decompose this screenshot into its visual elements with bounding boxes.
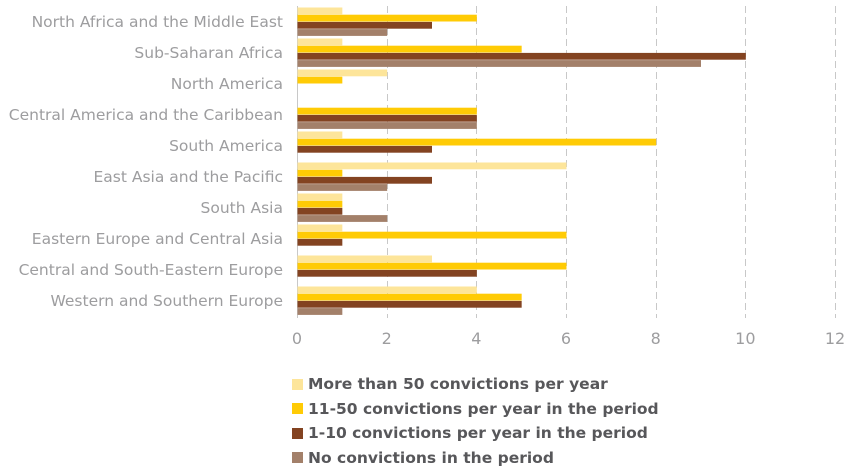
bar bbox=[297, 184, 388, 191]
category-label: Sub-Saharan Africa bbox=[134, 44, 283, 62]
category-label: North Africa and the Middle East bbox=[32, 13, 283, 31]
legend-item: 1-10 convictions per year in the period bbox=[292, 421, 659, 446]
bar bbox=[297, 21, 432, 29]
bar bbox=[297, 293, 522, 301]
bar bbox=[297, 45, 522, 53]
bar bbox=[297, 207, 343, 215]
category-label: South America bbox=[169, 137, 283, 155]
legend-label: No convictions in the period bbox=[308, 448, 554, 467]
bar bbox=[297, 262, 567, 270]
bar bbox=[297, 145, 432, 153]
legend-label: 1-10 convictions per year in the period bbox=[308, 424, 648, 443]
bars bbox=[297, 7, 746, 315]
bar bbox=[297, 114, 477, 122]
bar bbox=[297, 169, 343, 177]
legend-swatch bbox=[292, 427, 303, 439]
x-axis-tick-labels: 0 2 4 6 8 10 12 bbox=[292, 329, 845, 348]
bar bbox=[297, 60, 701, 67]
legend-item: More than 50 convictions per year bbox=[292, 372, 659, 397]
bar bbox=[297, 162, 567, 170]
category-label: North America bbox=[171, 75, 283, 93]
x-tick-label: 12 bbox=[825, 329, 845, 348]
legend-swatch bbox=[292, 378, 303, 390]
legend-label: 11-50 convictions per year in the period bbox=[308, 399, 659, 418]
category-labels: North Africa and the Middle East Sub-Saha… bbox=[9, 13, 283, 310]
x-tick-label: 0 bbox=[292, 329, 302, 348]
bar bbox=[297, 138, 657, 146]
x-tick-label: 10 bbox=[735, 329, 755, 348]
bar bbox=[297, 176, 432, 184]
bar bbox=[297, 255, 432, 263]
bar bbox=[297, 193, 343, 201]
bar bbox=[297, 308, 343, 315]
bar bbox=[297, 107, 477, 115]
bar bbox=[297, 269, 477, 277]
bar bbox=[297, 76, 343, 84]
category-label: Eastern Europe and Central Asia bbox=[32, 230, 283, 248]
bar bbox=[297, 38, 343, 46]
bar bbox=[297, 131, 343, 139]
legend-swatch bbox=[292, 452, 303, 464]
bar bbox=[297, 300, 522, 308]
legend-item: 11-50 convictions per year in the period bbox=[292, 397, 659, 422]
category-label: Western and Southern Europe bbox=[50, 292, 283, 310]
category-label: South Asia bbox=[201, 199, 283, 217]
bar bbox=[297, 14, 477, 22]
bar bbox=[297, 231, 567, 239]
x-tick-label: 8 bbox=[651, 329, 661, 348]
legend-item: No convictions in the period bbox=[292, 446, 659, 471]
bar bbox=[297, 215, 388, 222]
x-tick-label: 2 bbox=[382, 329, 392, 348]
category-label: Central and South-Eastern Europe bbox=[19, 261, 283, 279]
bar bbox=[297, 224, 343, 232]
bar bbox=[297, 7, 343, 15]
bar bbox=[297, 286, 477, 294]
bar bbox=[297, 29, 388, 36]
x-tick-label: 4 bbox=[471, 329, 481, 348]
category-label: Central America and the Caribbean bbox=[9, 106, 283, 124]
bar bbox=[297, 122, 477, 129]
bar bbox=[297, 52, 746, 60]
bar bbox=[297, 69, 388, 77]
category-label: East Asia and the Pacific bbox=[94, 168, 284, 186]
legend-label: More than 50 convictions per year bbox=[308, 375, 608, 394]
legend-swatch bbox=[292, 403, 303, 415]
x-tick-label: 6 bbox=[561, 329, 571, 348]
bar bbox=[297, 200, 343, 208]
bar bbox=[297, 238, 343, 246]
legend: More than 50 convictions per year 11-50 c… bbox=[292, 372, 659, 470]
